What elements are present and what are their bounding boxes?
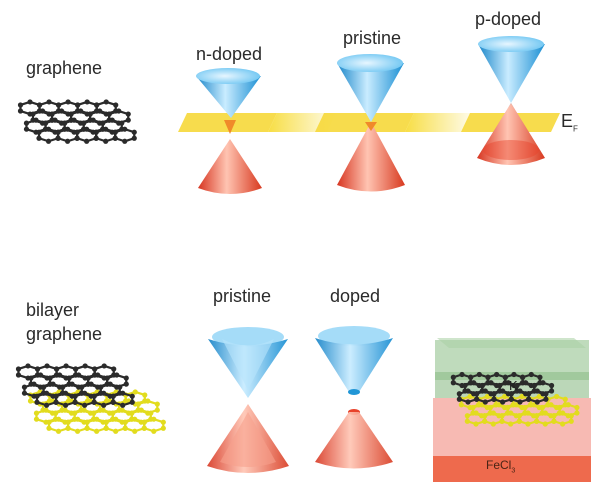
doped-label: doped: [330, 286, 381, 306]
bilayer-cone-pristine: [207, 327, 289, 473]
fermi-level-label: EF: [561, 111, 578, 134]
bilayer-graphene-label: bilayer graphene: [26, 298, 102, 346]
fermi-plane-fade-2: [405, 113, 472, 132]
dirac-cone-pristine: [337, 54, 405, 192]
pristine-label-bottom: pristine: [213, 286, 272, 306]
dirac-cone-p-doped: [477, 36, 545, 165]
graphene-label: graphene: [26, 58, 103, 78]
fecl3-label: FeCl3: [486, 458, 515, 474]
bilayer-graphene-lattice-icon: [15, 363, 166, 434]
fecl3-intercalated-stack-icon: [433, 338, 591, 482]
p-doped-label: p-doped: [475, 9, 542, 29]
bilayer-cone-doped: [315, 326, 393, 469]
pristine-label-top: pristine: [343, 28, 402, 48]
bilayer-label-line2: graphene: [26, 324, 103, 344]
n-doped-label: n-doped: [196, 44, 263, 64]
k-label: K: [509, 378, 518, 393]
fermi-level-symbol: E: [561, 111, 574, 131]
fecl3-symbol: FeCl: [486, 458, 512, 472]
fermi-level-subscript: F: [573, 124, 578, 134]
bilayer-label-line1: bilayer: [26, 300, 80, 320]
graphene-lattice-icon: [17, 99, 137, 144]
fecl3-subscript: 3: [511, 467, 516, 475]
fermi-plane-pristine: [315, 113, 414, 132]
dirac-cone-n-doped: [196, 68, 262, 194]
fermi-level-planes: [178, 113, 560, 132]
